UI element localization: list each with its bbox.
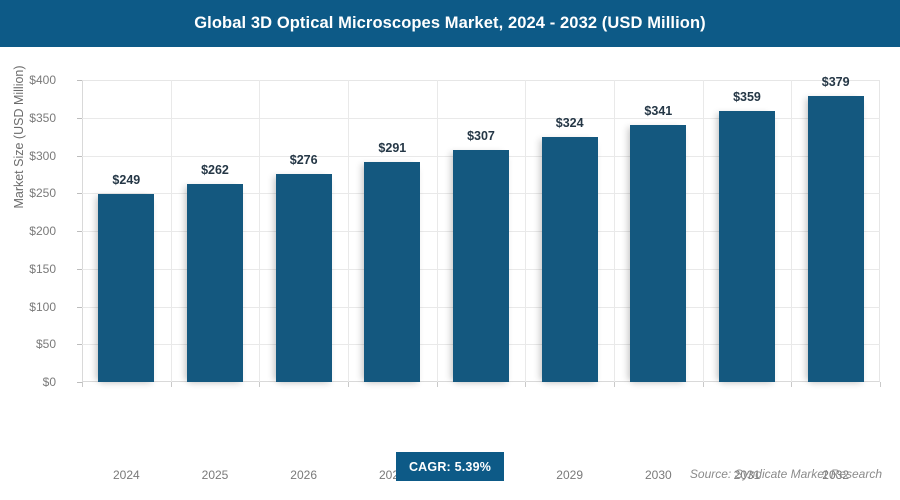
y-axis-tick-label: $400 <box>29 73 56 87</box>
bar-slot: $341 <box>614 80 703 382</box>
bar[interactable] <box>807 95 864 382</box>
x-axis-tick-mark <box>702 382 704 387</box>
gridline-vertical <box>259 80 261 382</box>
y-axis-tick-label: $100 <box>29 299 56 314</box>
x-axis-tick-mark <box>259 382 261 387</box>
bar-slot: $276 <box>259 80 348 382</box>
x-axis-tick-mark <box>436 382 438 387</box>
bar-slot: $307 <box>437 80 526 382</box>
bar[interactable] <box>275 173 332 382</box>
y-axis-tick-label: $150 <box>29 261 56 276</box>
bar[interactable] <box>541 137 598 382</box>
bar-value-label: $249 <box>112 173 141 188</box>
gridline-vertical <box>436 80 438 382</box>
y-axis-tick-mark <box>77 155 82 157</box>
bar-slot: $359 <box>703 80 792 382</box>
y-axis-tick-label: $200 <box>29 224 56 238</box>
bar[interactable] <box>364 162 421 382</box>
y-axis-tick-mark <box>77 268 82 270</box>
source-note: Source: Syndicate Market Research <box>689 467 882 481</box>
bar-value-label: $359 <box>733 89 761 104</box>
cagr-badge: CAGR: 5.39% <box>396 452 504 481</box>
x-axis-tick-mark <box>880 382 881 387</box>
bar-value-label: $276 <box>289 152 318 167</box>
plot-wrapper: $249 $262 $276 $291 $307 $324 $341 $359 $379 $0 $… <box>29 73 881 482</box>
y-axis-tick-mark <box>77 80 82 81</box>
bar-value-label: $307 <box>467 129 495 144</box>
x-axis-tick-label: 2025 <box>201 468 229 482</box>
bar-slot: $291 <box>348 80 437 382</box>
bar-slot: $324 <box>525 80 614 382</box>
y-axis-tick-label: $0 <box>42 375 56 389</box>
bar-slot: $262 <box>171 80 260 382</box>
y-axis-tick-label: $50 <box>35 337 56 352</box>
x-axis-tick-mark <box>170 382 172 387</box>
gridline-horizontal <box>82 117 880 119</box>
x-axis-tick-mark <box>614 382 615 387</box>
bar-value-label: $324 <box>555 116 584 131</box>
gridline-vertical <box>525 80 527 382</box>
chart-header-band: Global 3D Optical Microscopes Market, 20… <box>0 0 900 47</box>
x-axis-tick-label: 2029 <box>556 468 584 482</box>
y-axis-tick-mark <box>77 382 82 383</box>
y-axis-tick-mark <box>77 117 82 119</box>
x-axis-tick-label: 2030 <box>644 468 672 482</box>
y-axis-tick-label: $250 <box>29 186 56 201</box>
y-axis-tick-mark <box>77 193 82 195</box>
bar[interactable] <box>718 110 775 382</box>
x-axis-tick-mark <box>348 382 349 387</box>
y-axis-tick-mark <box>77 231 82 232</box>
y-axis-tick-mark <box>77 344 82 346</box>
bar[interactable] <box>186 184 243 382</box>
gridline-vertical <box>170 80 172 382</box>
bar-value-label: $291 <box>378 141 407 156</box>
bar[interactable] <box>98 194 155 382</box>
x-axis-tick-label: 2024 <box>112 468 140 482</box>
bar-slot: $379 <box>791 75 880 382</box>
gridline-vertical <box>791 80 793 382</box>
bar[interactable] <box>452 150 509 382</box>
x-axis-tick-mark <box>525 382 527 387</box>
bar-value-label: $341 <box>644 103 673 118</box>
y-axis-tick-label: $300 <box>29 148 56 163</box>
y-axis-tick-label: $350 <box>29 110 56 125</box>
page-title: Global 3D Optical Microscopes Market, 20… <box>194 14 706 32</box>
gridline-vertical <box>348 80 349 382</box>
bar-slot: $249 <box>82 80 171 382</box>
y-axis-title: Market Size (USD Million) <box>12 65 26 209</box>
x-axis-tick-mark <box>791 382 793 387</box>
x-axis-tick-label: 2031 <box>733 468 761 482</box>
bar-value-label: $379 <box>821 74 850 89</box>
bar[interactable] <box>630 124 687 382</box>
y-axis-tick-mark <box>77 306 82 308</box>
x-axis-tick-label: 2032 <box>822 468 850 482</box>
x-axis-tick-mark <box>82 382 83 387</box>
gridline-vertical <box>614 80 615 382</box>
bar-value-label: $262 <box>201 163 229 178</box>
gridline-vertical <box>702 80 704 382</box>
x-axis-tick-label: 2026 <box>290 468 318 482</box>
